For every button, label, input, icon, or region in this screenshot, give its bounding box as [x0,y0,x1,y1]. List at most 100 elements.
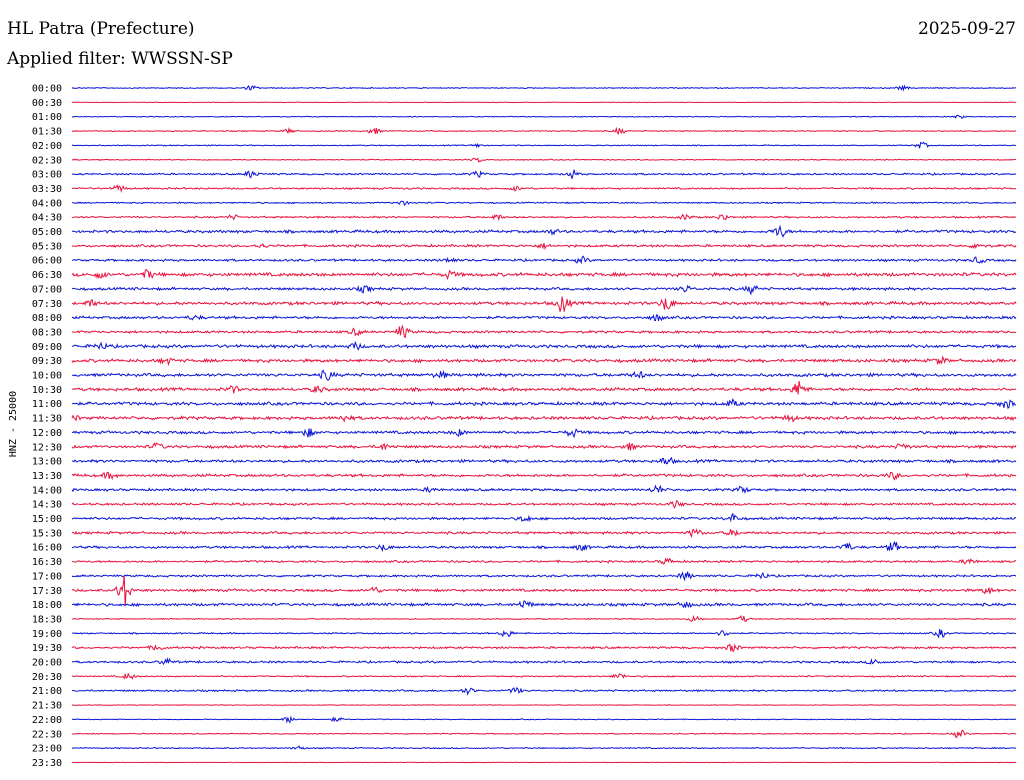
row-time-label: 16:00 [32,543,62,554]
trace-line [71,369,1017,381]
row-time-label: 21:00 [32,686,62,697]
trace-line [71,715,1017,724]
trace-line [71,745,1017,750]
trace-line [71,284,1017,296]
row-time-label: 18:30 [32,614,62,625]
row-time-label: 04:00 [32,198,62,209]
trace-line [71,428,1017,439]
row-time-label: 01:30 [32,127,62,138]
row-time-label: 01:00 [32,112,62,123]
row-time-label: 14:00 [32,485,62,496]
row-time-label: 23:30 [32,758,62,769]
trace-line [71,512,1017,523]
trace-line [71,296,1017,312]
trace-line [71,381,1017,395]
trace-line [71,672,1017,680]
trace-line [71,184,1017,193]
row-time-label: 03:00 [32,170,62,181]
row-time-label: 00:00 [32,84,62,95]
trace-line [71,484,1017,494]
row-time-label: 11:30 [32,414,62,425]
trace-line [71,456,1017,465]
row-time-label: 19:30 [32,643,62,654]
trace-line [71,126,1017,136]
trace-line [71,268,1017,281]
trace-line [71,414,1017,423]
row-time-label: 07:00 [32,284,62,295]
trace-line [71,500,1017,509]
row-time-label: 19:00 [32,629,62,640]
row-time-label: 15:00 [32,514,62,525]
trace-line [71,571,1017,582]
trace-line [71,471,1017,481]
trace-line [71,101,1017,104]
trace-line [71,687,1017,696]
row-time-label: 08:00 [32,313,62,324]
date-label: 2025-09-27 [917,19,1016,39]
trace-line [71,224,1017,238]
trace-line [71,528,1017,538]
trace-line [71,141,1017,149]
row-time-label: 06:30 [32,270,62,281]
trace-line [71,614,1017,623]
trace-line [71,114,1017,119]
trace-line [71,324,1017,338]
row-time-label: 11:00 [32,399,62,410]
trace-line [71,575,1017,607]
row-time-label: 00:30 [32,98,62,109]
y-axis-label: HNZ - 25000 [8,391,19,457]
row-time-label: 14:30 [32,500,62,511]
row-time-label: 22:30 [32,729,62,740]
trace-line [71,157,1017,163]
row-time-label: 21:30 [32,701,62,712]
row-time-label: 04:30 [32,213,62,224]
trace-line [71,600,1017,609]
trace-line [71,540,1017,553]
trace-line [71,441,1017,451]
row-time-label: 16:30 [32,557,62,568]
row-time-label: 05:00 [32,227,62,238]
row-time-label: 02:30 [32,155,62,166]
trace-line [71,313,1017,322]
trace-line [71,628,1017,639]
trace-line [71,200,1017,206]
row-time-label: 20:30 [32,672,62,683]
trace-line [71,557,1017,565]
row-time-label: 20:00 [32,658,62,669]
trace-line [71,761,1017,764]
row-time-label: 12:30 [32,442,62,453]
row-time-label: 02:00 [32,141,62,152]
row-time-label: 17:30 [32,586,62,597]
trace-line [71,704,1017,707]
trace-line [71,729,1017,739]
trace-line [71,242,1017,251]
row-time-label: 09:30 [32,356,62,367]
row-time-label: 12:00 [32,428,62,439]
trace-line [71,355,1017,367]
row-time-label: 15:30 [32,528,62,539]
row-time-label: 13:30 [32,471,62,482]
row-time-label: 03:30 [32,184,62,195]
row-time-label: 13:00 [32,457,62,468]
row-time-label: 07:30 [32,299,62,310]
row-time-label: 22:00 [32,715,62,726]
row-time-label: 10:00 [32,371,62,382]
row-time-label: 23:00 [32,744,62,755]
trace-line [71,340,1017,351]
trace-line [71,398,1017,409]
row-time-label: 17:00 [32,571,62,582]
row-time-label: 05:30 [32,241,62,252]
row-time-label: 09:00 [32,342,62,353]
row-time-label: 10:30 [32,385,62,396]
trace-line [71,255,1017,265]
row-time-label: 06:00 [32,256,62,267]
row-time-label: 18:00 [32,600,62,611]
trace-line [71,84,1017,92]
trace-line [71,657,1017,666]
row-time-label: 08:30 [32,327,62,338]
station-title: HL Patra (Prefecture) [7,19,195,39]
trace-line [71,169,1017,179]
filter-label: Applied filter: WWSSN-SP [7,49,233,69]
trace-line [71,643,1017,652]
